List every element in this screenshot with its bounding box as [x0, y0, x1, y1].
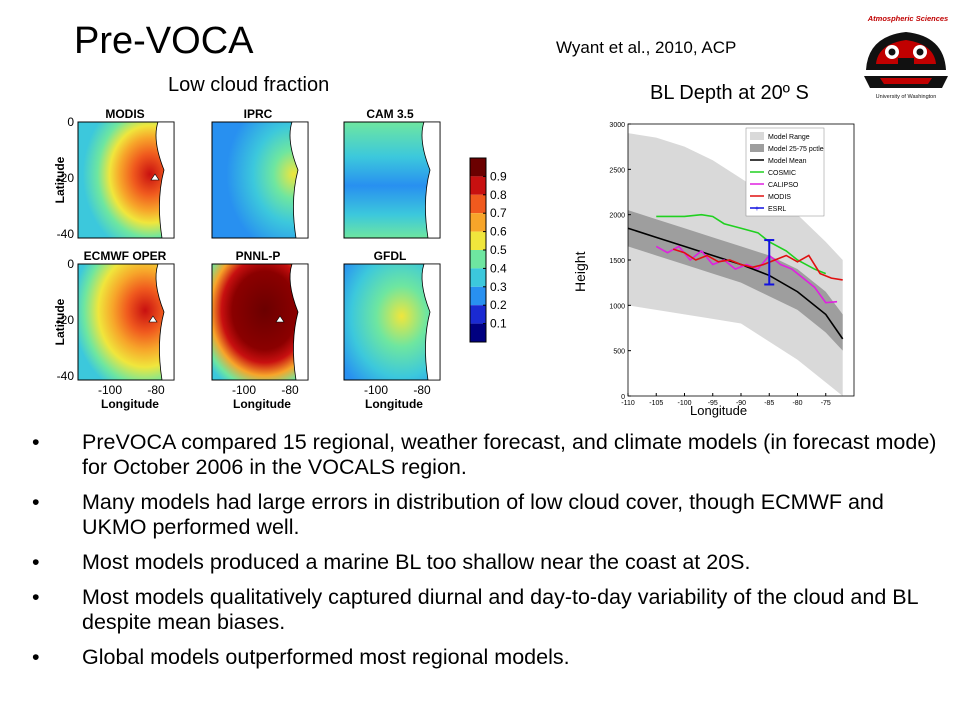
legend-swatch — [750, 144, 764, 152]
xtick-label: -75 — [821, 400, 831, 407]
map-pnnl — [211, 263, 309, 381]
xtick-label: -105 — [649, 400, 663, 407]
colorbar-tick-label: 0.8 — [490, 188, 507, 202]
xtick-label: -95 — [708, 400, 718, 407]
longitude-label: Longitude — [365, 397, 423, 411]
map-modis — [77, 121, 175, 239]
colorbar-tick-label: 0.6 — [490, 225, 507, 239]
ytick: -20 — [57, 171, 75, 185]
panel-title-gfdl: GFDL — [374, 249, 407, 263]
xtick-label: -90 — [736, 400, 746, 407]
colorbar — [469, 157, 487, 343]
low-cloud-fraction-title: Low cloud fraction — [168, 74, 330, 96]
series-calipso — [655, 245, 838, 304]
colorbar-tick-label: 0.4 — [490, 261, 507, 275]
legend-label: Model Range — [768, 134, 810, 141]
ytick-label: 500 — [613, 349, 625, 356]
bullet-item: Most models qualitatively captured diurn… — [32, 585, 952, 635]
latitude-label: Latitude — [53, 156, 67, 203]
bl-depth-chart: 0 500 1000 1500 2000 2500 3000 -110 -105 -100 -95 -… — [609, 122, 855, 407]
bullet-item: PreVOCA compared 15 regional, weather fo… — [32, 430, 952, 480]
colorbar-swatch — [470, 231, 486, 250]
ytick: 0 — [67, 257, 74, 271]
xtick: -100 — [98, 383, 122, 397]
bullet-list: PreVOCA compared 15 regional, weather fo… — [32, 430, 952, 680]
bl-longitude-label: Longitude — [690, 403, 748, 418]
map-gfdl — [343, 263, 441, 381]
legend-label: Model 25-75 pctle — [768, 146, 824, 153]
xtick: -100 — [232, 383, 256, 397]
ytick-label: 1500 — [609, 258, 625, 265]
colorbar-tick-label: 0.3 — [490, 280, 507, 294]
bullet-item: Global models outperformed most regional… — [32, 645, 952, 670]
ytick-label: 1000 — [609, 303, 625, 310]
map-ecmwf — [77, 263, 175, 381]
xtick-label: -100 — [677, 400, 691, 407]
university-logo: Atmospheric Sciences University of Washi… — [858, 12, 954, 102]
longitude-label: Longitude — [101, 397, 159, 411]
legend-label: MODIS — [768, 194, 791, 201]
svg-text:Atmospheric Sciences: Atmospheric Sciences — [867, 14, 948, 23]
xtick: -80 — [147, 383, 165, 397]
ytick-label: 0 — [621, 394, 625, 401]
series-cosmic — [656, 213, 827, 275]
ytick: -20 — [57, 313, 75, 327]
colorbar-tick-label: 0.7 — [490, 206, 507, 220]
colorbar-swatch — [470, 176, 486, 195]
ytick-label: 3000 — [609, 122, 625, 129]
panel-title-iprc: IPRC — [244, 107, 273, 121]
colorbar-swatch — [470, 323, 486, 342]
ytick: -40 — [57, 227, 75, 241]
colorbar-swatch — [470, 250, 486, 269]
panel-title-pnnl: PNNL-P — [236, 249, 281, 263]
colorbar-swatch — [470, 158, 486, 177]
bl-height-label: Height — [572, 251, 588, 292]
legend-label: ESRL — [768, 206, 786, 213]
xtick-label: -110 — [621, 400, 635, 407]
colorbar-tick-label: 0.2 — [490, 298, 507, 312]
legend-marker: + — [755, 204, 760, 213]
xtick: -80 — [413, 383, 431, 397]
colorbar-swatch — [470, 286, 486, 306]
latitude-label: Latitude — [53, 298, 67, 345]
panel-title-cam: CAM 3.5 — [366, 107, 414, 121]
map-iprc — [211, 121, 309, 239]
colorbar-swatch — [470, 305, 486, 324]
colorbar-tick-label: 0.5 — [490, 243, 507, 257]
svg-text:University of Washington: University of Washington — [876, 94, 937, 100]
colorbar-swatch — [470, 213, 486, 232]
xtick-label: -80 — [792, 400, 802, 407]
series-modis — [672, 248, 843, 281]
ytick: -40 — [57, 369, 75, 383]
colorbar-tick-label: 0.9 — [490, 169, 507, 183]
colorbar-swatch — [470, 268, 486, 287]
cloud-fraction-maps: MODIS IPRC CAM 3.5 ECMWF OPER PNNL-P GFD… — [53, 107, 507, 411]
bullet-item: Most models produced a marine BL too sha… — [32, 550, 952, 575]
xtick: -100 — [364, 383, 388, 397]
citation: Wyant et al., 2010, ACP — [556, 38, 737, 57]
bullet-item: Many models had large errors in distribu… — [32, 490, 952, 540]
colorbar-ticks: 0.9 0.8 0.7 0.6 0.5 0.4 0.3 0.2 0.1 — [483, 169, 507, 331]
xtick-label: -85 — [764, 400, 774, 407]
legend-label: Model Mean — [768, 158, 807, 165]
panel-title-ecmwf: ECMWF OPER — [84, 249, 167, 263]
slide-title: Pre-VOCA — [74, 20, 254, 62]
legend-label: COSMIC — [768, 170, 796, 177]
longitude-label: Longitude — [233, 397, 291, 411]
ytick-label: 2000 — [609, 213, 625, 220]
legend-label: CALIPSO — [768, 182, 799, 189]
map-cam — [343, 121, 441, 239]
xtick: -80 — [281, 383, 299, 397]
colorbar-swatch — [470, 194, 486, 214]
panel-title-modis: MODIS — [105, 107, 144, 121]
bl-depth-title: BL Depth at 20º S — [650, 82, 809, 104]
colorbar-tick-label: 0.1 — [490, 317, 507, 331]
ytick-label: 2500 — [609, 167, 625, 174]
ytick: 0 — [67, 115, 74, 129]
legend-swatch — [750, 132, 764, 140]
